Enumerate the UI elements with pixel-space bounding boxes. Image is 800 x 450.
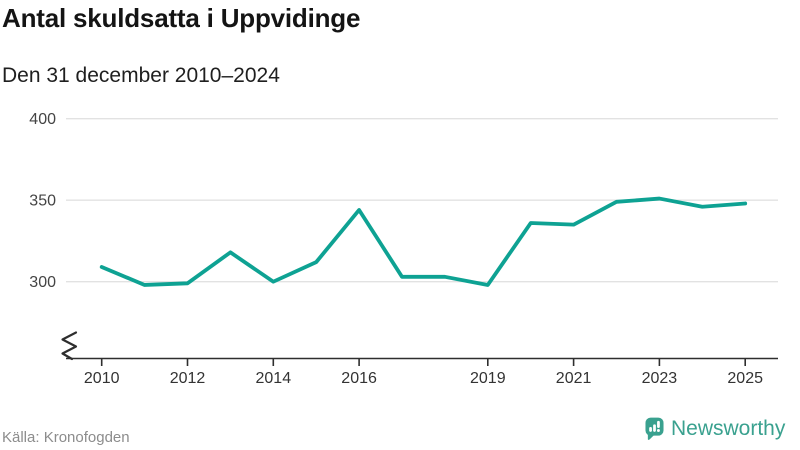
svg-text:350: 350 [29,193,56,210]
svg-text:2025: 2025 [727,370,763,387]
x-axis-labels: 2010 2012 2014 2016 2019 2021 2023 2025 [84,370,763,387]
svg-text:2023: 2023 [642,370,678,387]
svg-text:2021: 2021 [556,370,592,387]
svg-text:2019: 2019 [470,370,506,387]
svg-text:2016: 2016 [341,370,377,387]
svg-text:400: 400 [29,111,56,128]
y-axis-labels: 400 350 300 [29,111,56,291]
chart-title: Antal skuldsatta i Uppvidinge [2,3,361,33]
data-line [99,196,748,287]
x-axis [66,357,778,366]
brand-logo: Newsworthy [645,416,785,442]
svg-text:2014: 2014 [256,370,292,387]
svg-text:2012: 2012 [170,370,206,387]
brand-name: Newsworthy [671,416,786,440]
axis-break-icon [61,331,78,361]
svg-text:2010: 2010 [84,370,120,387]
source-label: Källa: Kronofogden [2,429,130,446]
newsworthy-icon [645,417,664,440]
chart-subtitle: Den 31 december 2010–2024 [2,64,280,87]
svg-text:300: 300 [29,274,56,291]
